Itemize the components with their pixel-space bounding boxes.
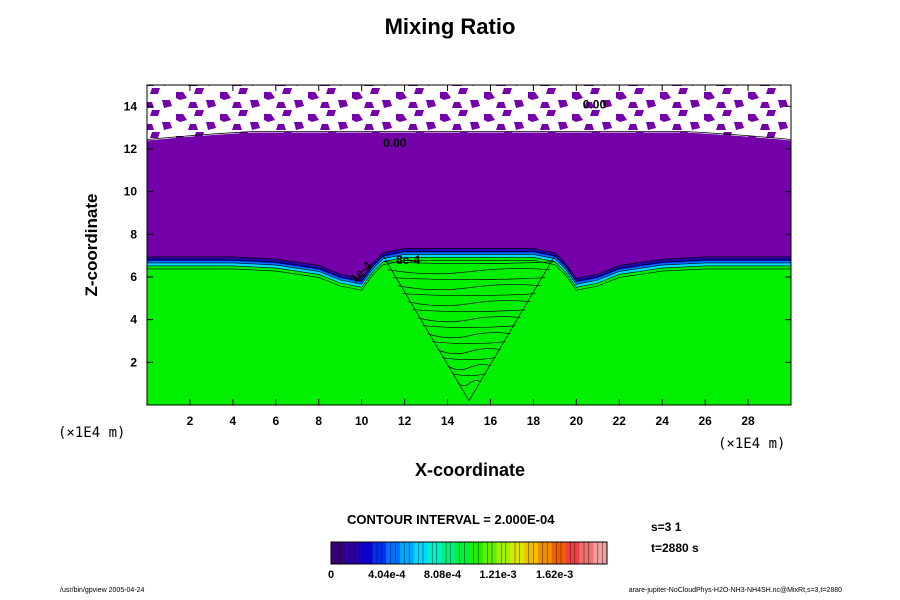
plume-contour: [407, 300, 531, 307]
x-tick-label: 28: [741, 414, 755, 428]
x-tick-label: 14: [441, 414, 455, 428]
x-axis-label: X-coordinate: [414, 460, 525, 480]
plume-contour: [456, 380, 481, 387]
colorbar-tick-label: 0: [327, 569, 335, 581]
x-axis-unit: (×1E4 m): [718, 436, 786, 452]
t-value-text: t=2880 s: [651, 541, 699, 555]
moist-region: [147, 257, 791, 405]
colorbar-segment: [551, 542, 567, 564]
x-tick-label: 4: [230, 414, 237, 428]
colorbar-segment: [427, 542, 442, 564]
plume-contour: [402, 293, 536, 297]
y-tick-label: 8: [130, 227, 137, 241]
plume-contour: [432, 341, 506, 345]
colorbar-segment: [565, 542, 580, 564]
colorbar-segment: [538, 542, 553, 564]
plume-contour: [447, 364, 491, 371]
footer-right: arare-jupiter-NoCloudPhys-H2O-NH3-NH4SH.…: [628, 587, 842, 594]
plume-contour: [417, 316, 521, 323]
interface-contour: [147, 248, 791, 279]
plume-contour: [437, 348, 501, 355]
plume-contour: [382, 261, 556, 265]
contour-label: 8e-4: [396, 253, 420, 267]
x-tick-label: 10: [355, 414, 369, 428]
plume-contour: [422, 325, 516, 329]
y-axis-unit: (×1E4 m): [58, 425, 126, 441]
plume-contour: [442, 357, 496, 361]
plume-contour: [387, 268, 551, 275]
colorbar-segment: [593, 542, 608, 564]
footer-left: /usr/bin/gpview 2005-04-24: [60, 587, 145, 594]
plume-contour: [427, 332, 511, 339]
colorbar-segment: [455, 542, 470, 564]
plume-contour: [412, 309, 526, 313]
y-tick-label: 2: [130, 355, 137, 369]
x-tick-label: 6: [272, 414, 279, 428]
colorbar-segment: [579, 542, 594, 564]
interface-contour: [147, 257, 791, 288]
y-tick-label: 4: [130, 313, 137, 327]
colorbar-tick-label: 1.62e-3: [535, 569, 574, 581]
x-tick-label: 18: [527, 414, 541, 428]
interface-contour: [147, 254, 791, 285]
colorbar-segment: [372, 542, 387, 564]
colorbar-segment: [331, 542, 346, 564]
colorbar-segment: [524, 542, 539, 564]
interface-contour: [147, 251, 791, 282]
colorbar: [330, 541, 608, 565]
contour-label: 0.00: [583, 97, 607, 111]
plot-frame: [146, 84, 792, 406]
colorbar-segment: [496, 542, 511, 564]
x-tick-label: 12: [398, 414, 412, 428]
x-tick-label: 24: [656, 414, 670, 428]
plume-contour: [452, 373, 486, 377]
s-value-text: s=3 1: [651, 520, 682, 534]
contour-interval-text: CONTOUR INTERVAL = 2.000E-04: [347, 512, 555, 527]
plume-contour: [392, 277, 546, 281]
x-tick-label: 26: [698, 414, 712, 428]
interface-contour: [147, 260, 791, 291]
y-tick-label: 6: [130, 270, 137, 284]
y-tick-label: 14: [124, 99, 138, 113]
colorbar-segment: [482, 542, 498, 564]
colorbar-segment: [510, 542, 525, 564]
colorbar-segment: [413, 542, 429, 564]
x-tick-label: 8: [315, 414, 322, 428]
chart-title: Mixing Ratio: [384, 14, 516, 39]
colorbar-tick-label: 4.04e-4: [368, 569, 406, 581]
y-tick-label: 10: [124, 185, 138, 199]
colorbar-segment: [386, 542, 401, 564]
x-tick-label: 22: [613, 414, 627, 428]
plume-edge-contour: [382, 255, 556, 402]
colorbar-segment: [358, 542, 373, 564]
contour-label: 0.00: [383, 136, 407, 150]
colorbar-segment: [400, 542, 415, 564]
colorbar-frame: [330, 541, 608, 565]
x-tick-label: 20: [570, 414, 584, 428]
y-tick-label: 12: [124, 142, 138, 156]
y-axis-label: Z-coordinate: [82, 193, 101, 297]
field-layer: [147, 85, 791, 405]
x-tick-label: 16: [484, 414, 498, 428]
colorbar-tick-label: 8.08e-4: [423, 569, 462, 581]
top-contour: [147, 131, 791, 140]
contour-layer: [147, 131, 791, 402]
colorbar-tick-label: 1.21e-3: [479, 569, 517, 581]
plume-contour: [397, 284, 541, 291]
colorbar-segment: [441, 542, 456, 564]
x-tick-label: 2: [187, 414, 194, 428]
colorbar-segment: [344, 542, 360, 564]
colorbar-segment: [469, 542, 484, 564]
